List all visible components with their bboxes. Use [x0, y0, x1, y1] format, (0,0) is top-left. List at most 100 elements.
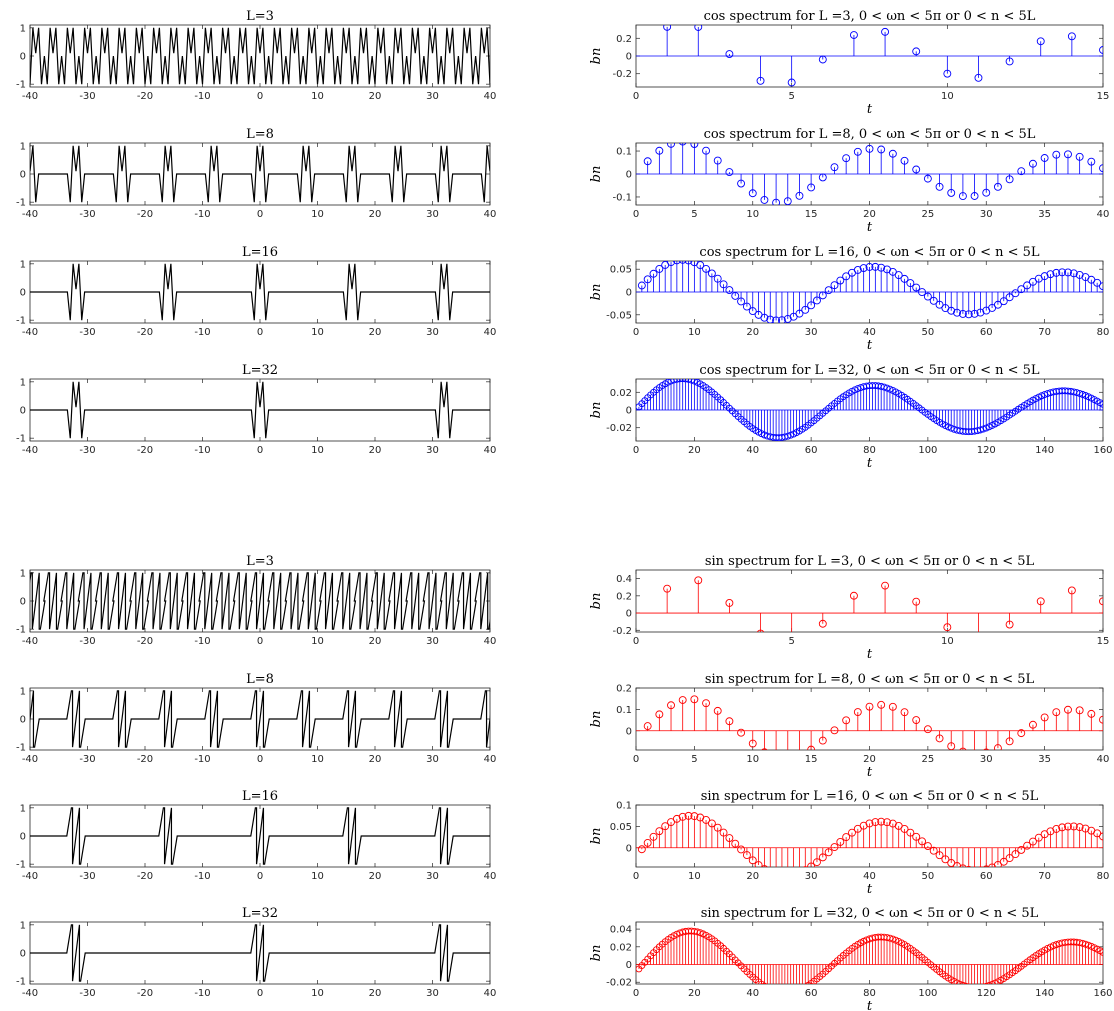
stem-marker: [713, 706, 722, 715]
y-tick-label: 0: [20, 715, 26, 726]
x-tick-label: 40: [484, 327, 497, 338]
panel-sin-time-L8: L=8-40 -30 -20 -10 0 10 20 30 40-101: [16, 672, 497, 765]
stem-marker: [795, 191, 804, 200]
stem-marker: [889, 935, 897, 943]
y-tick-label: 0: [626, 52, 632, 63]
stem-marker: [764, 985, 770, 991]
stem-marker: [965, 865, 972, 867]
x-tick-label: 100: [918, 988, 937, 999]
stem-marker: [1040, 154, 1049, 162]
stem-marker: [748, 307, 757, 316]
stem-marker: [1017, 285, 1026, 294]
stem-marker: [693, 928, 701, 936]
stem-marker: [690, 143, 699, 148]
stem-marker: [779, 990, 785, 996]
y-tick-label: 0: [20, 288, 26, 299]
y-tick-label: 1: [20, 377, 26, 388]
x-tick-label: 20: [369, 445, 382, 456]
y-tick-label: -1: [16, 743, 26, 754]
stem-marker: [791, 989, 797, 995]
stem-marker: [754, 861, 763, 867]
x-tick-label: 0: [257, 988, 263, 999]
stem-marker: [929, 846, 938, 855]
x-tick-label: 10: [746, 209, 759, 220]
stem-marker: [970, 309, 979, 318]
stem-marker: [807, 301, 816, 310]
stem-marker: [702, 264, 710, 273]
stem-marker: [981, 983, 986, 984]
stem-marker: [643, 157, 652, 166]
x-tick-label: 0: [257, 327, 263, 338]
x-tick-label: 30: [426, 209, 439, 220]
stem-marker: [888, 267, 897, 276]
stem-marker: [918, 288, 926, 297]
y-axis-label: bn: [589, 284, 604, 301]
stem-marker: [865, 263, 874, 271]
stem-marker: [655, 827, 664, 836]
x-tick-label: -40: [22, 91, 38, 102]
y-tick-label: 0: [20, 52, 26, 63]
y-tick-label: -0.1: [612, 192, 632, 203]
stem-marker: [881, 581, 890, 590]
stem-marker: [737, 297, 746, 306]
stem-marker: [888, 702, 897, 711]
x-tick-label: 70: [1038, 871, 1051, 882]
panel-cos-spec-L16: cos spectrum for L =16, 0 < ωn < 5π or 0…: [589, 245, 1109, 353]
x-axis-label: t: [867, 999, 873, 1011]
stem-marker: [906, 279, 915, 288]
stem-marker: [900, 825, 909, 833]
stem-marker: [1076, 389, 1084, 397]
stem-marker: [983, 748, 990, 750]
x-tick-label: -40: [22, 871, 38, 882]
stem-marker: [982, 188, 991, 197]
panel-sin-spec-L3: sin spectrum for L =3, 0 < ωn < 5π or 0 …: [589, 554, 1109, 662]
stem-marker: [818, 619, 827, 628]
stem-marker: [643, 722, 652, 731]
plot-area: [636, 576, 1103, 632]
stem-marker: [912, 597, 921, 606]
panel-title: L=16: [242, 245, 278, 260]
y-tick-label: 0: [626, 406, 632, 417]
stem-marker: [737, 845, 746, 854]
x-tick-label: -20: [137, 988, 153, 999]
x-tick-label: 30: [426, 754, 439, 765]
stem-marker: [807, 183, 816, 192]
stem-marker: [796, 987, 802, 993]
stem-marker: [1023, 281, 1032, 290]
stem-marker: [853, 708, 862, 716]
stem-marker: [725, 168, 734, 177]
stem-marker: [970, 192, 979, 200]
panel-cos-time-L32: L=32-40 -30 -20 -10 0 10 20 30 40-101: [16, 363, 496, 456]
stem-marker: [871, 818, 880, 827]
stem-marker: [1052, 268, 1061, 277]
x-tick-label: -40: [22, 209, 38, 220]
stem-marker: [842, 716, 851, 725]
y-tick-label: -1: [16, 434, 26, 445]
x-tick-label: 100: [918, 445, 937, 456]
x-tick-label: 30: [980, 209, 993, 220]
stem-marker: [707, 819, 716, 828]
stem-marker: [1075, 706, 1084, 715]
y-tick-label: 0.1: [616, 705, 632, 716]
plot-area: [30, 924, 490, 982]
stem-marker: [678, 812, 687, 821]
stem-marker: [818, 853, 827, 862]
x-tick-label: 20: [369, 91, 382, 102]
x-tick-label: 25: [922, 209, 935, 220]
plot-area: [636, 261, 1103, 323]
y-tick-label: -1: [16, 198, 26, 209]
x-tick-label: 40: [484, 754, 497, 765]
stem-marker: [959, 747, 967, 750]
y-tick-label: 0.1: [616, 147, 632, 158]
x-tick-label: 10: [311, 209, 324, 220]
panel-title: L=8: [246, 672, 274, 687]
panel-title: L=16: [242, 789, 278, 804]
x-tick-label: 30: [805, 327, 818, 338]
stem-marker: [1028, 720, 1037, 729]
y-axis-label: bn: [589, 166, 604, 183]
stem-marker: [912, 832, 921, 841]
stem-marker: [1005, 620, 1014, 629]
axes-box: [635, 569, 1104, 633]
stem-marker: [842, 154, 851, 163]
